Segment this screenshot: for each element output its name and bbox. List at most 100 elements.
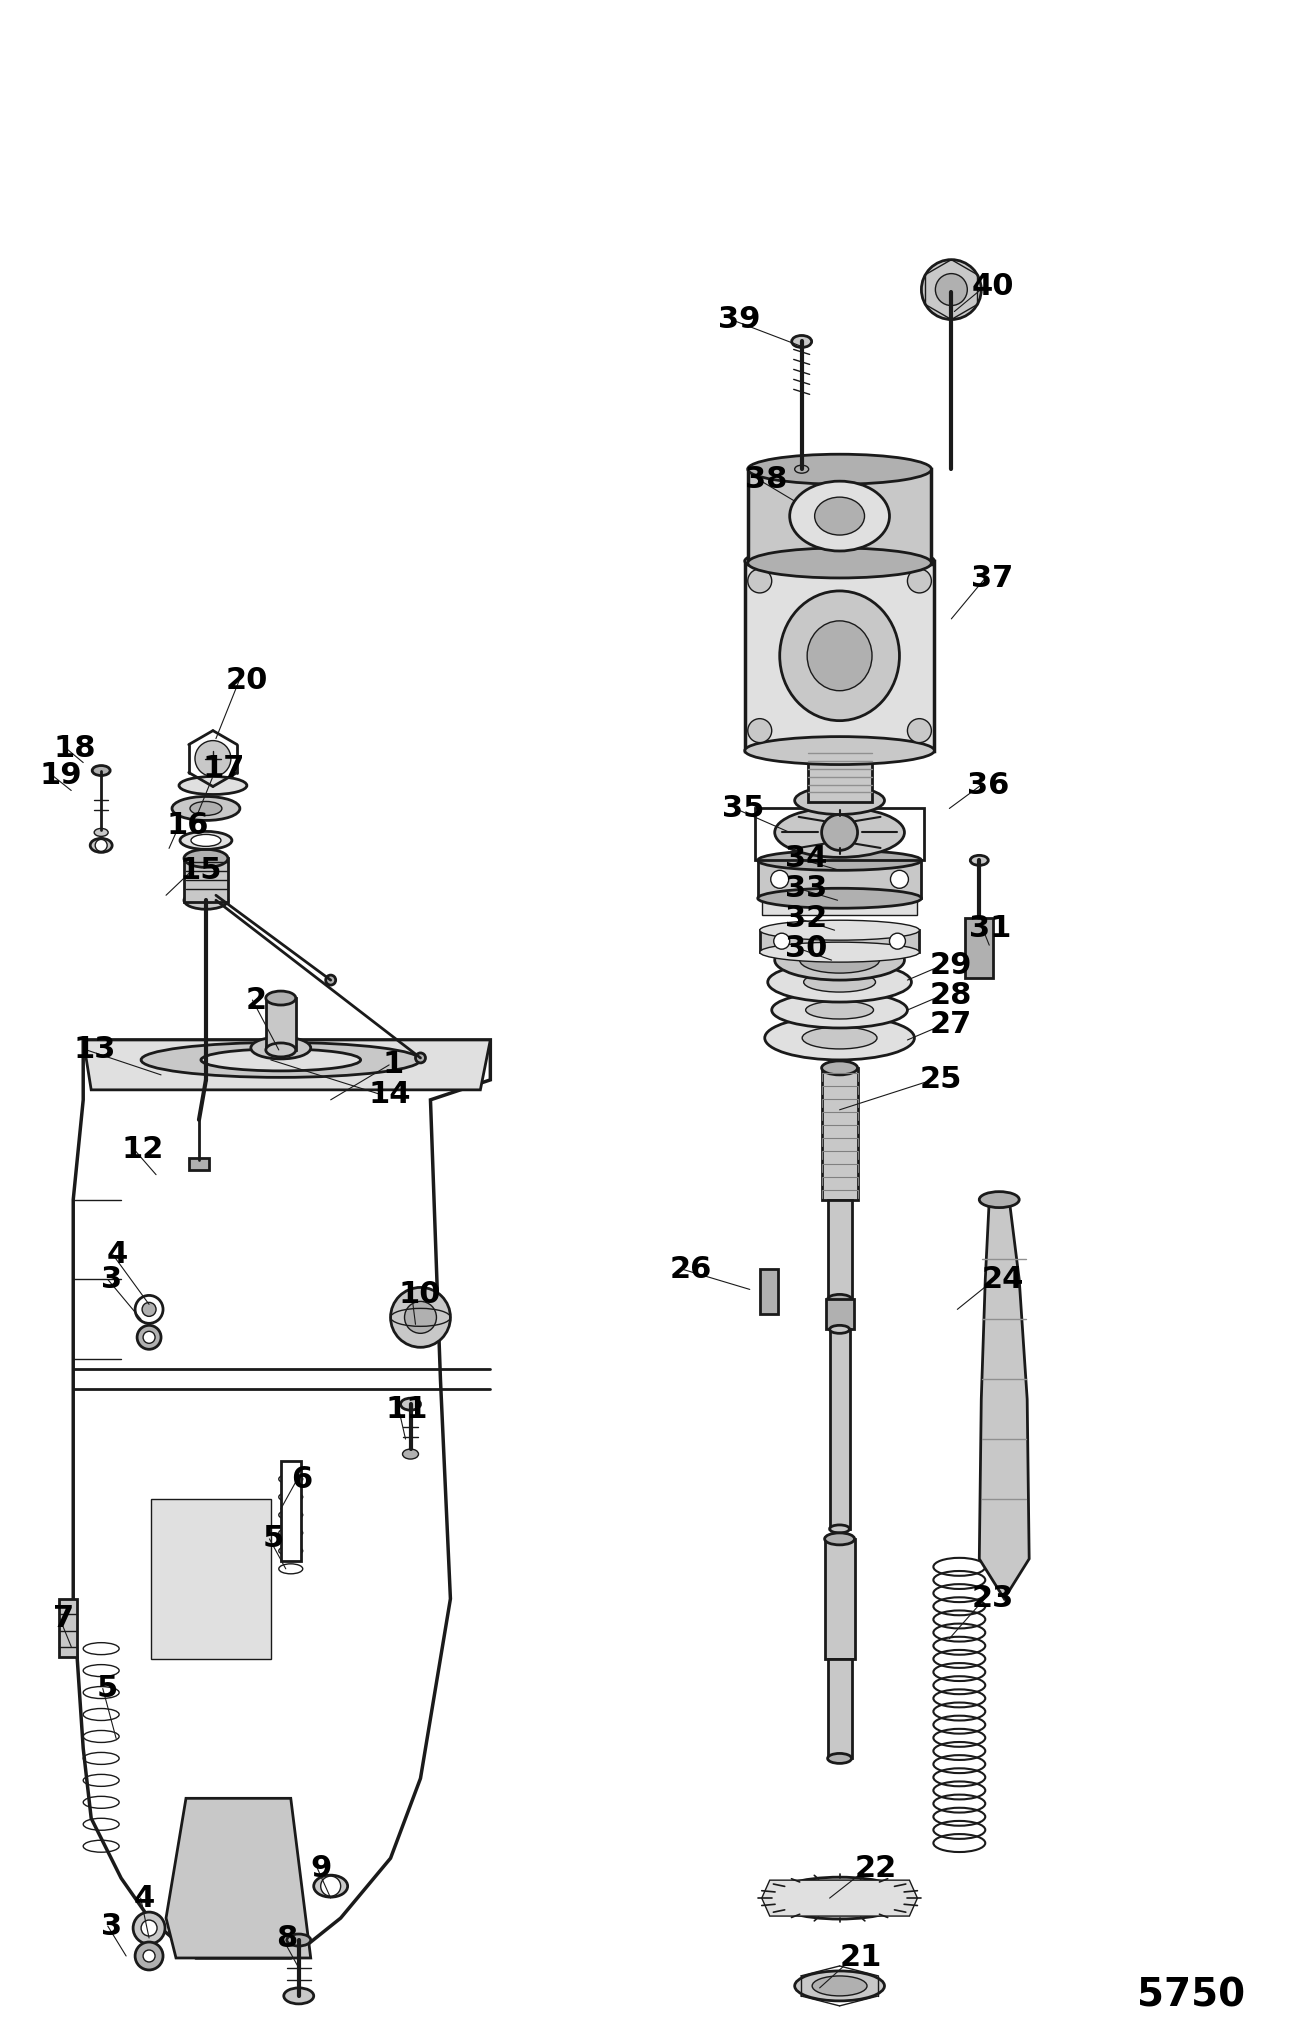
Text: 37: 37: [971, 564, 1014, 594]
Ellipse shape: [802, 1027, 877, 1050]
Ellipse shape: [795, 786, 884, 815]
Bar: [826, 1299, 853, 1329]
Circle shape: [747, 570, 772, 592]
Text: 3: 3: [101, 1911, 123, 1940]
Ellipse shape: [806, 1001, 874, 1019]
Ellipse shape: [745, 737, 935, 764]
Bar: [760, 931, 919, 952]
Text: 25: 25: [919, 1066, 962, 1095]
Circle shape: [144, 1331, 155, 1344]
Ellipse shape: [266, 1043, 296, 1058]
Circle shape: [133, 1911, 166, 1944]
Ellipse shape: [266, 990, 296, 1005]
Polygon shape: [166, 1799, 310, 1958]
Ellipse shape: [287, 1934, 310, 1946]
Circle shape: [321, 1877, 340, 1897]
Ellipse shape: [804, 972, 875, 992]
Ellipse shape: [828, 1295, 852, 1305]
Text: 11: 11: [385, 1395, 428, 1423]
Text: 21: 21: [839, 1944, 882, 1973]
Ellipse shape: [775, 939, 904, 980]
Text: 39: 39: [718, 304, 760, 335]
Circle shape: [390, 1286, 450, 1348]
Bar: [966, 919, 993, 978]
Bar: [808, 751, 871, 803]
Ellipse shape: [200, 1050, 361, 1070]
Ellipse shape: [768, 962, 912, 1003]
Ellipse shape: [799, 947, 879, 974]
Text: 13: 13: [74, 1035, 115, 1064]
Text: 32: 32: [785, 905, 828, 933]
Bar: [760, 1270, 777, 1315]
Ellipse shape: [807, 621, 871, 690]
Circle shape: [134, 1295, 163, 1323]
Bar: [281, 1462, 301, 1560]
Text: 30: 30: [785, 933, 828, 962]
Ellipse shape: [772, 992, 908, 1027]
Ellipse shape: [314, 1875, 348, 1897]
Text: 12: 12: [122, 1135, 163, 1164]
Text: 4: 4: [134, 1883, 155, 1913]
Text: 24: 24: [981, 1264, 1024, 1295]
Ellipse shape: [178, 776, 247, 794]
Ellipse shape: [760, 941, 919, 962]
Circle shape: [891, 870, 909, 888]
Bar: [184, 858, 228, 903]
Ellipse shape: [172, 796, 240, 821]
Text: 38: 38: [745, 466, 787, 494]
Bar: [830, 1329, 850, 1529]
Ellipse shape: [775, 807, 904, 858]
Ellipse shape: [780, 590, 900, 721]
Text: 5: 5: [262, 1525, 284, 1554]
Circle shape: [405, 1301, 437, 1333]
Ellipse shape: [979, 1193, 1019, 1207]
Ellipse shape: [815, 496, 865, 535]
Bar: [747, 470, 931, 564]
Text: 18: 18: [53, 733, 96, 764]
Ellipse shape: [266, 1041, 296, 1056]
Bar: [59, 1599, 78, 1656]
Text: 2: 2: [246, 986, 266, 1015]
Circle shape: [326, 976, 336, 984]
Text: 23: 23: [971, 1585, 1014, 1613]
Ellipse shape: [830, 1325, 850, 1333]
Ellipse shape: [747, 547, 931, 578]
Ellipse shape: [791, 335, 812, 347]
Circle shape: [142, 1303, 156, 1317]
Text: 14: 14: [369, 1080, 411, 1109]
Ellipse shape: [747, 453, 931, 484]
Ellipse shape: [180, 831, 231, 849]
Ellipse shape: [769, 1877, 909, 1919]
Text: 40: 40: [971, 272, 1014, 300]
Circle shape: [134, 1942, 163, 1971]
Circle shape: [96, 839, 107, 852]
Circle shape: [773, 933, 790, 950]
Text: 22: 22: [855, 1854, 897, 1883]
Text: 33: 33: [785, 874, 828, 903]
Text: 10: 10: [398, 1280, 441, 1309]
Text: 3: 3: [101, 1264, 123, 1295]
Ellipse shape: [825, 1534, 855, 1546]
Circle shape: [747, 719, 772, 743]
Ellipse shape: [812, 1977, 868, 1995]
Text: 34: 34: [785, 843, 828, 872]
Circle shape: [908, 570, 931, 592]
Bar: [151, 1499, 270, 1658]
Circle shape: [935, 274, 967, 306]
Text: 17: 17: [203, 753, 246, 782]
Bar: [189, 1158, 209, 1170]
Ellipse shape: [808, 741, 871, 760]
Circle shape: [415, 1054, 425, 1064]
Ellipse shape: [91, 839, 112, 852]
Bar: [825, 1540, 855, 1658]
Ellipse shape: [790, 482, 890, 551]
Polygon shape: [83, 1039, 490, 1090]
Ellipse shape: [758, 888, 922, 909]
Ellipse shape: [401, 1399, 420, 1411]
Circle shape: [144, 1950, 155, 1962]
Ellipse shape: [764, 1017, 914, 1060]
Ellipse shape: [190, 800, 222, 815]
Bar: [745, 562, 935, 751]
Text: 36: 36: [967, 772, 1010, 800]
Text: 15: 15: [178, 856, 221, 884]
